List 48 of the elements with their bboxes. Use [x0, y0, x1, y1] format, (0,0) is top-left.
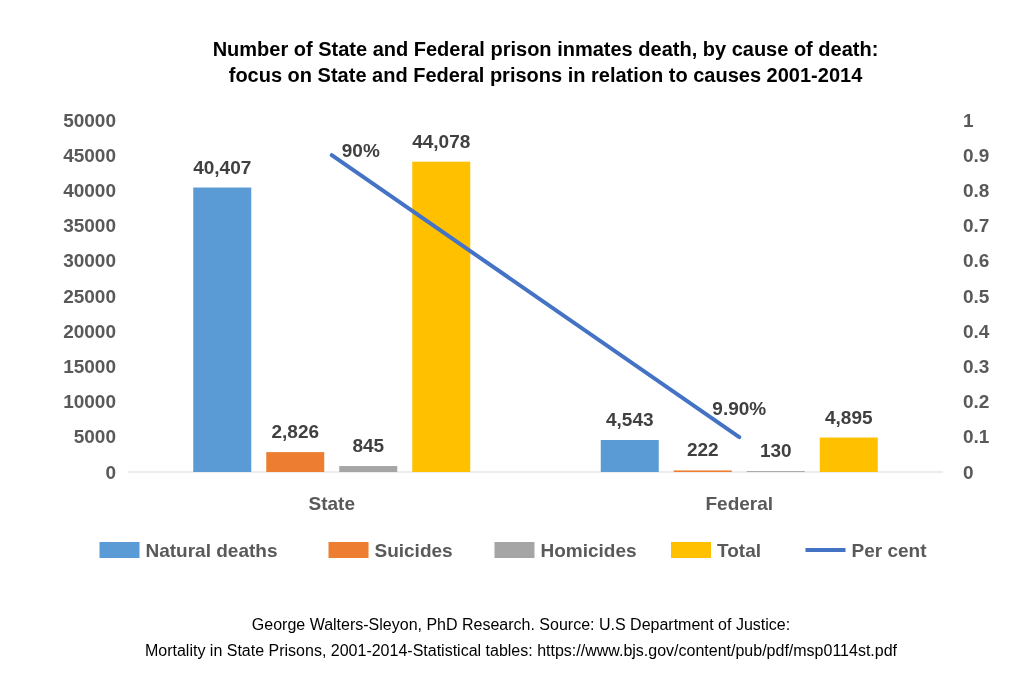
legend-label: Total: [717, 539, 761, 561]
y2-tick-label: 0: [963, 461, 974, 483]
y-tick-label: 50000: [63, 109, 116, 131]
y-tick-label: 0: [105, 461, 116, 483]
legend-label: Homicides: [540, 539, 637, 561]
data-label: 9.90%: [712, 398, 767, 420]
text: George Walters-Sleyon, PhD Research. Source: U.S Department of Justice:: [251, 616, 791, 633]
bar: [412, 161, 471, 472]
y2-tick-label: 0.6: [963, 250, 990, 272]
y2-tick-label: 1: [963, 109, 974, 131]
data-label: 222: [686, 439, 719, 461]
y2-tick-label: 0.2: [963, 391, 990, 413]
y2-tick-label: 0.4: [963, 320, 990, 342]
y-tick-label: 5000: [73, 426, 116, 448]
bar: [193, 187, 252, 472]
legend-label: Suicides: [374, 539, 453, 561]
data-label: 44,078: [412, 130, 471, 152]
y2-tick-label: 0.9: [963, 144, 990, 166]
y-tick-label: 20000: [63, 320, 116, 342]
data-label: 2,826: [271, 421, 320, 443]
y2-tick-label: 0.5: [963, 285, 990, 307]
data-label: 130: [759, 440, 792, 462]
y2-tick-label: 0.3: [963, 356, 990, 378]
y-tick-label: 40000: [63, 180, 116, 202]
bar: [266, 452, 325, 472]
y2-tick-label: 0.8: [963, 180, 990, 202]
x-tick-label: State: [308, 493, 355, 514]
y2-tick-label: 0.7: [963, 215, 990, 237]
legend-label: Per cent: [851, 539, 928, 561]
data-label: 90%: [341, 140, 380, 162]
chart-title: Number of State and Federal prison inmates death, by cause of death: focus on State and Federal prisons in relation to causes 2001-2014: [212, 38, 879, 86]
data-label: 40,407: [193, 156, 252, 178]
data-label: 4,895: [824, 406, 873, 428]
bar: [819, 437, 878, 472]
bar: [600, 440, 659, 472]
text: Mortality in State Prisons, 2001-2014-Statistical tables: https://www.bjs.gov/content/pub/pdf/msp0114st.pdf: [144, 642, 898, 659]
legend-label: Natural deaths: [145, 539, 278, 561]
data-label: 845: [352, 435, 385, 457]
y-tick-label: 25000: [63, 285, 116, 307]
x-tick-label: Federal: [705, 493, 774, 514]
y-tick-label: 30000: [63, 250, 116, 272]
y-tick-label: 10000: [63, 391, 116, 413]
y2-tick-label: 0.1: [963, 426, 990, 448]
data-label: 4,543: [605, 409, 654, 431]
bar: [339, 466, 398, 472]
y-tick-label: 35000: [63, 215, 116, 237]
y-tick-label: 15000: [63, 356, 116, 378]
y-tick-label: 45000: [63, 144, 116, 166]
